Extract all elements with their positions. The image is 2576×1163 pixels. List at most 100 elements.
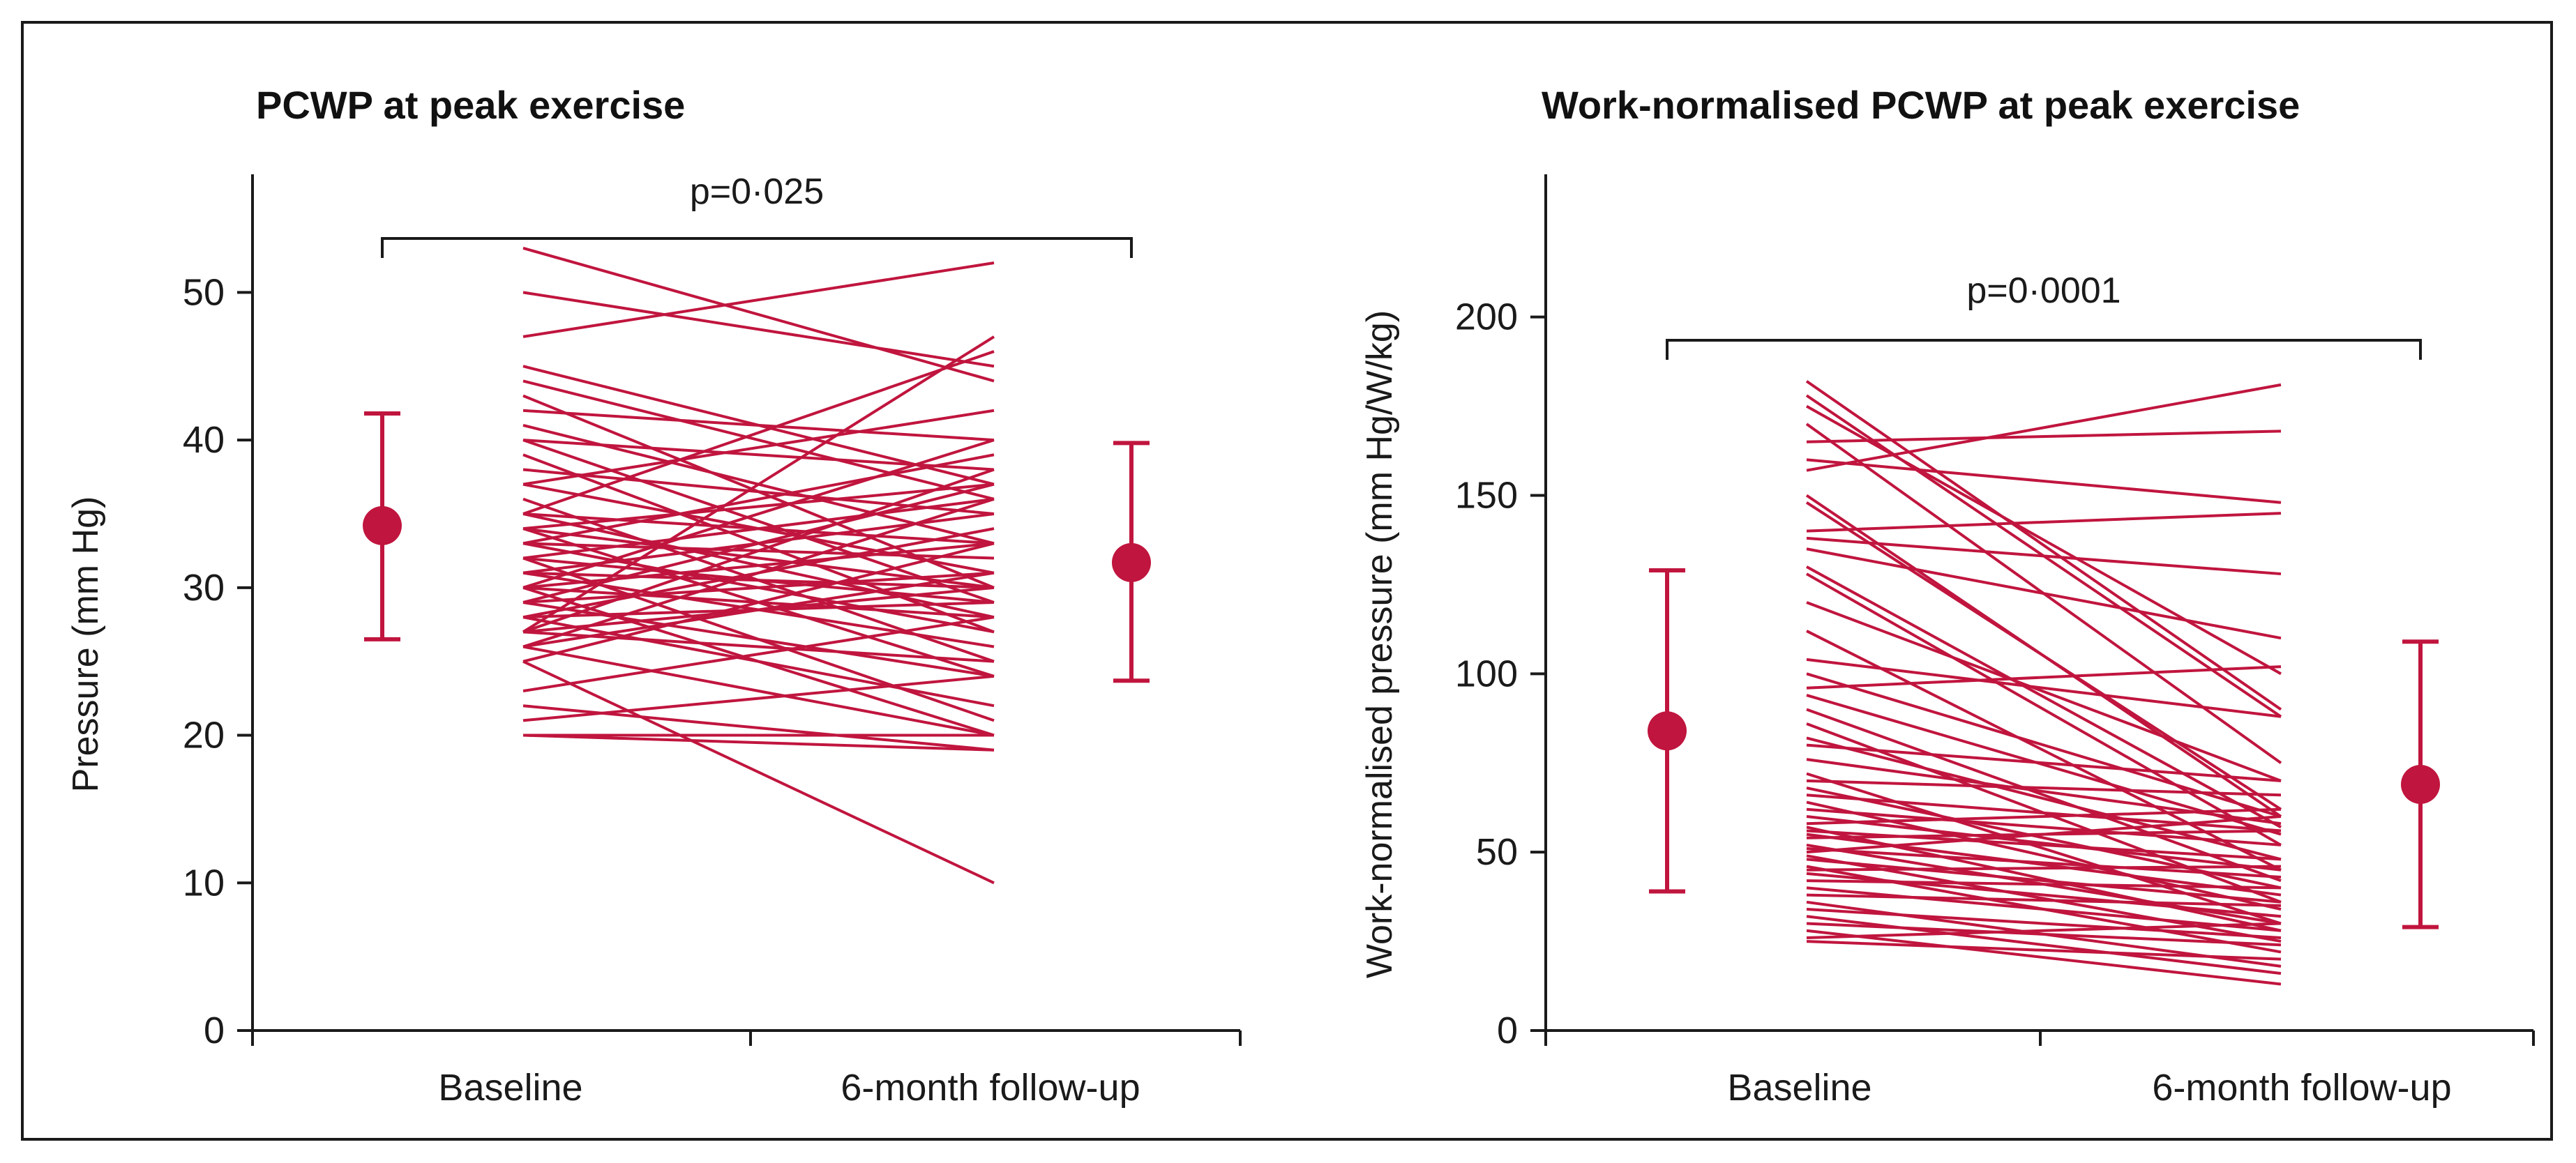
y-tick-label: 10 bbox=[183, 862, 225, 904]
patient-line bbox=[1806, 833, 2282, 897]
mean-point bbox=[363, 506, 402, 545]
patient-line bbox=[522, 379, 995, 501]
patient-line bbox=[522, 468, 995, 634]
patient-line bbox=[522, 439, 995, 589]
y-axis-label: Work-normalised pressure (mm Hg/W/kg) bbox=[1359, 310, 1400, 978]
patient-line bbox=[1806, 736, 2282, 861]
panel-pcwp: PCWP at peak exercise Pressure (mm Hg) p… bbox=[66, 83, 1242, 1109]
patient-line bbox=[1806, 383, 2282, 472]
patient-line bbox=[1806, 547, 2282, 640]
patient-line bbox=[522, 674, 995, 722]
patient-line bbox=[1806, 922, 2282, 939]
patient-line bbox=[1806, 908, 2282, 939]
y-tick-label: 50 bbox=[1476, 831, 1518, 873]
patient-line bbox=[522, 571, 995, 648]
patient-line bbox=[522, 468, 995, 515]
patient-line bbox=[522, 497, 995, 648]
patient-line bbox=[522, 291, 995, 368]
patient-line bbox=[522, 246, 995, 383]
y-ticks: 0 50 100 150 200 bbox=[1455, 296, 1546, 1051]
patient-line bbox=[522, 733, 995, 752]
patient-line bbox=[1806, 458, 2282, 504]
patient-line bbox=[1806, 865, 2282, 872]
p-value-label: p=0·0001 bbox=[1966, 271, 2121, 311]
y-tick-label: 100 bbox=[1455, 653, 1518, 694]
patient-line bbox=[522, 453, 995, 545]
patient-line bbox=[522, 261, 995, 338]
patient-line bbox=[1806, 807, 2282, 826]
patient-line bbox=[522, 409, 995, 442]
patient-line bbox=[1806, 512, 2282, 533]
x-tick-label-followup: 6-month follow-up bbox=[841, 1067, 1140, 1109]
patient-line bbox=[1806, 929, 2282, 986]
patient-line bbox=[1806, 430, 2282, 443]
y-tick-label: 40 bbox=[183, 419, 225, 461]
patient-line bbox=[522, 439, 995, 604]
y-tick-label: 20 bbox=[183, 715, 225, 757]
patient-line bbox=[1806, 879, 2282, 890]
patient-line bbox=[1806, 536, 2282, 576]
patient-line bbox=[522, 335, 995, 634]
patient-line bbox=[1806, 886, 2282, 932]
patient-line bbox=[522, 616, 995, 708]
patient-line bbox=[522, 497, 995, 560]
patient-line bbox=[1806, 572, 2282, 846]
patient-line bbox=[1806, 743, 2282, 782]
p-value-label: p=0·025 bbox=[690, 172, 824, 212]
patient-lines bbox=[522, 246, 995, 885]
patient-line bbox=[522, 482, 995, 531]
figure-frame bbox=[21, 21, 2553, 1141]
panel-title: PCWP at peak exercise bbox=[256, 83, 685, 127]
patient-line bbox=[1805, 501, 2282, 811]
patient-line bbox=[1806, 665, 2282, 690]
x-ticks bbox=[251, 1031, 1242, 1046]
significance-bracket bbox=[1666, 339, 2422, 360]
patient-line bbox=[1806, 601, 2282, 782]
patient-line bbox=[522, 645, 995, 737]
mean-point bbox=[1648, 711, 1687, 751]
patient-line bbox=[1806, 565, 2282, 829]
y-tick-label: 50 bbox=[183, 271, 225, 313]
patient-line bbox=[522, 571, 995, 604]
patient-line bbox=[522, 660, 995, 885]
patient-line bbox=[1806, 772, 2282, 925]
x-tick-label-followup: 6-month follow-up bbox=[2152, 1067, 2451, 1109]
patient-line bbox=[1806, 922, 2282, 947]
patient-line bbox=[1806, 858, 2282, 904]
patient-line bbox=[1806, 940, 2282, 961]
y-tick-label: 30 bbox=[183, 567, 225, 609]
patient-line bbox=[522, 350, 995, 515]
y-tick-label: 0 bbox=[1497, 1010, 1518, 1051]
mean-point bbox=[1112, 542, 1151, 582]
y-axis-label: Pressure (mm Hg) bbox=[66, 496, 106, 793]
patient-line bbox=[1806, 630, 2282, 872]
patient-line bbox=[1806, 893, 2282, 907]
y-ticks: 0 10 20 30 40 50 bbox=[183, 271, 253, 1051]
patient-line bbox=[1806, 708, 2282, 882]
x-tick-label-baseline: Baseline bbox=[438, 1067, 582, 1109]
patient-line bbox=[522, 409, 995, 486]
patient-line bbox=[1806, 404, 2282, 676]
patient-line bbox=[522, 630, 995, 663]
patient-line bbox=[1806, 847, 2282, 879]
patient-line bbox=[1806, 807, 2282, 846]
mean-point bbox=[2401, 764, 2440, 804]
patient-line bbox=[522, 542, 995, 589]
panel-title: Work-normalised PCWP at peak exercise bbox=[1542, 83, 2300, 127]
y-tick-label: 0 bbox=[204, 1010, 225, 1051]
patient-line bbox=[522, 542, 995, 663]
patient-lines bbox=[1805, 380, 2282, 986]
patient-line bbox=[1806, 657, 2282, 718]
x-ticks bbox=[1544, 1031, 2535, 1046]
mean-sd-markers bbox=[363, 411, 1151, 683]
panel-work-normalised-pcwp: Work-normalised PCWP at peak exercise Wo… bbox=[1359, 83, 2535, 1109]
patient-line bbox=[1805, 380, 2282, 711]
y-tick-label: 150 bbox=[1455, 475, 1518, 517]
y-tick-label: 200 bbox=[1455, 296, 1518, 338]
mean-sd-markers bbox=[1648, 568, 2440, 929]
patient-line bbox=[1806, 815, 2282, 872]
patient-line bbox=[1806, 779, 2282, 797]
significance-bracket bbox=[381, 237, 1133, 258]
